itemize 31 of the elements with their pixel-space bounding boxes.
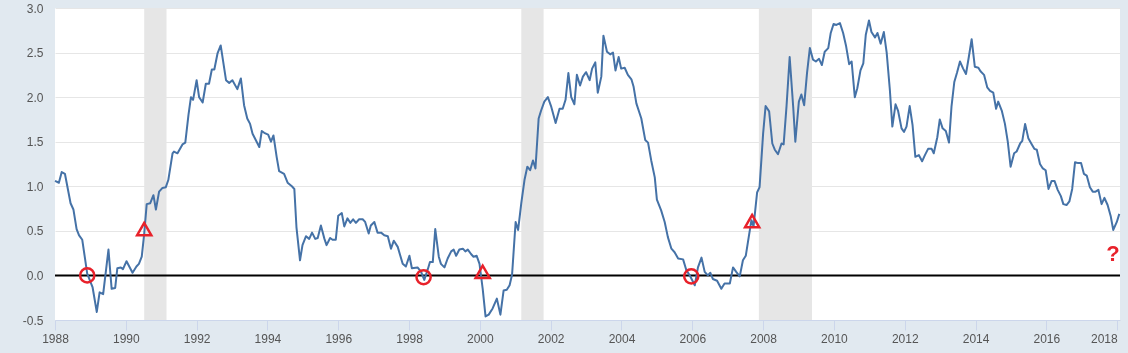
y-tick-label: 2.0 [26, 90, 44, 105]
point [682, 268, 700, 285]
x-tick-label: 1998 [396, 331, 424, 346]
x-tick-label: 2008 [750, 331, 778, 346]
x-tick-label: 1996 [325, 331, 353, 346]
annotation: ? [1106, 241, 1120, 266]
y-tick-label: 3.0 [26, 1, 44, 16]
point [135, 221, 153, 237]
x-tick-label: 2010 [821, 331, 849, 346]
x-tick-label: 1992 [183, 331, 211, 346]
x-tick-label: 2014 [962, 331, 990, 346]
y-tick-label: -0.5 [22, 313, 44, 328]
point [743, 213, 761, 229]
x-tick-label: 1988 [42, 331, 70, 346]
x-tick-label: 2018 [1090, 331, 1118, 346]
y-tick-label: 0.5 [26, 224, 44, 239]
x-tick-label: 2002 [537, 331, 565, 346]
y-tick-label: 1.5 [26, 135, 44, 150]
y-tick-label: 2.5 [26, 46, 44, 61]
y-tick-label: 1.0 [26, 179, 44, 194]
x-tick-label: 2016 [1033, 331, 1061, 346]
x-tick-label: 1994 [254, 331, 282, 346]
point [415, 268, 432, 286]
point [78, 267, 96, 284]
point [474, 264, 492, 280]
x-tick-label: 2006 [679, 331, 707, 346]
x-tick-label: 2000 [467, 331, 495, 346]
y-tick-label: 0.0 [26, 268, 44, 283]
x-tick-label: 2012 [891, 331, 919, 346]
x-tick-label: 2004 [608, 331, 636, 346]
x-tick-label: 1990 [112, 331, 140, 346]
